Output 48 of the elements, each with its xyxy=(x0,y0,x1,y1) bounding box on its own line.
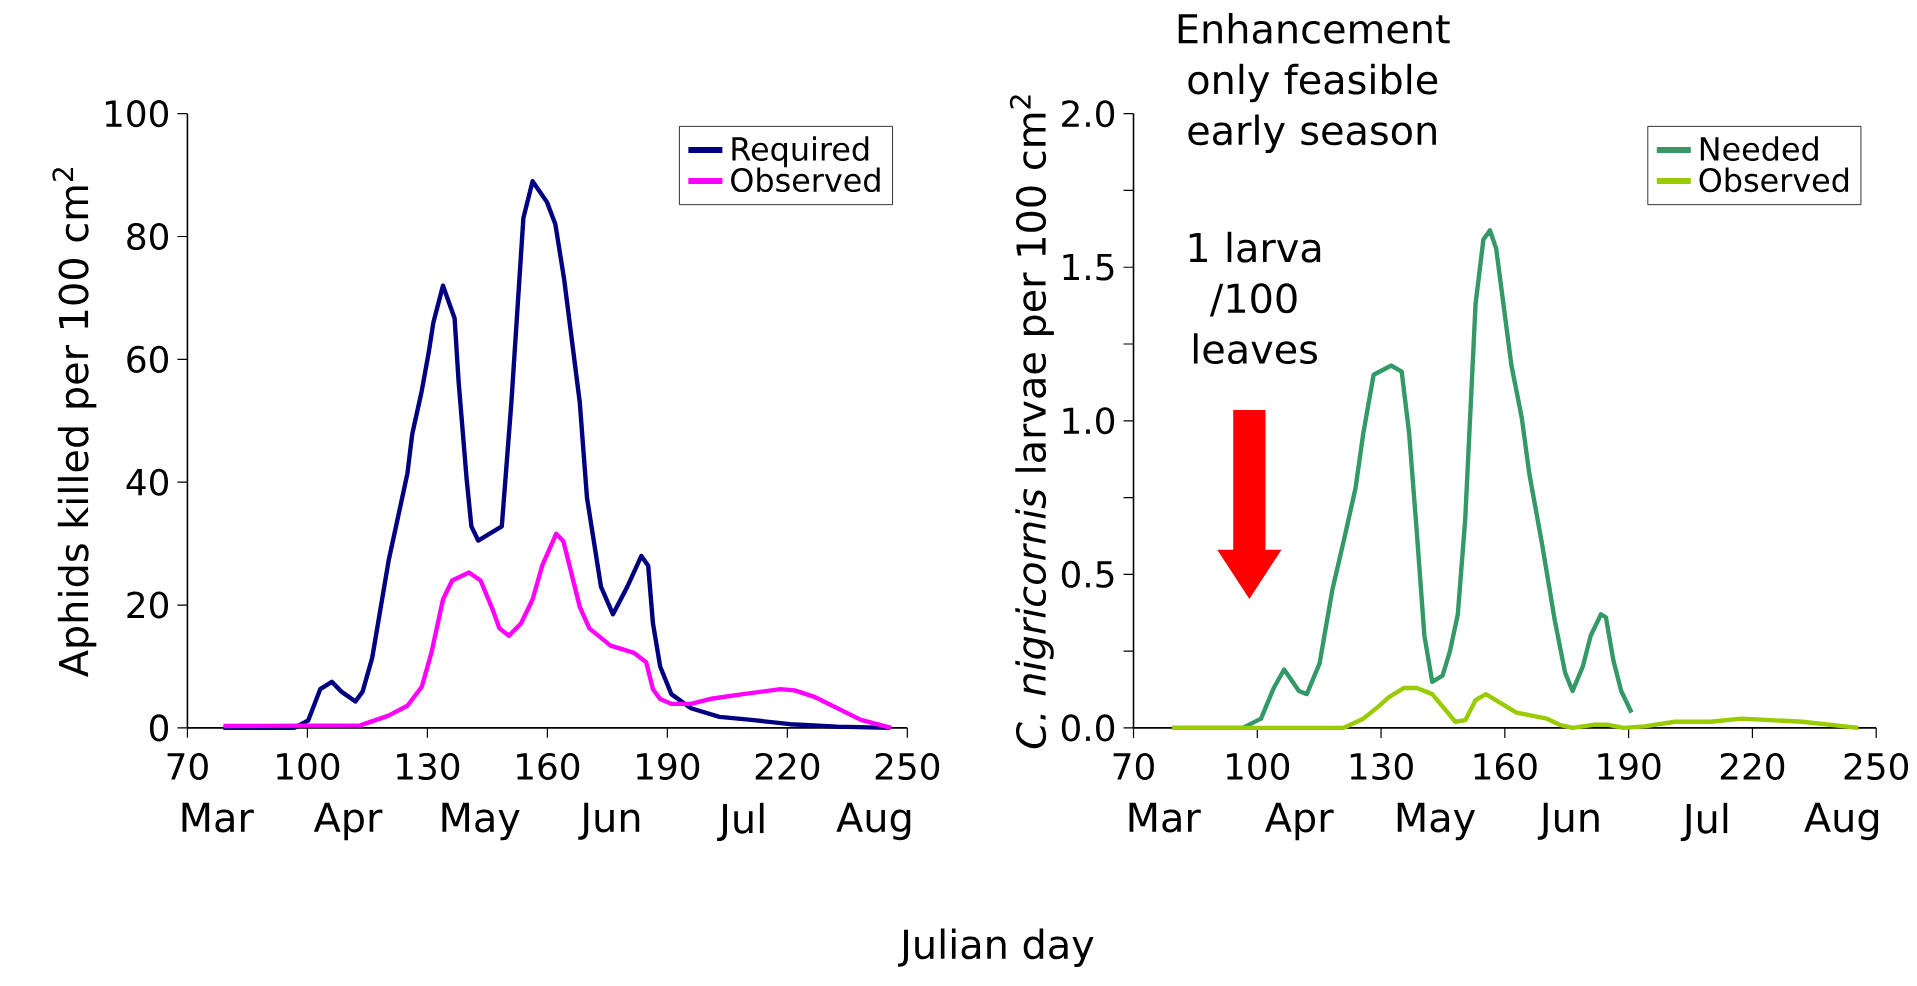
legend-label: Needed xyxy=(1700,136,1818,161)
x-tick-label: 190 xyxy=(1598,752,1661,780)
x-tick-label: 70 xyxy=(1113,752,1154,780)
text: Mar xyxy=(182,802,254,833)
line-series xyxy=(221,531,894,731)
y-tick-label: 1.5 xyxy=(1063,253,1114,281)
x-tick-label: 70 xyxy=(167,752,208,780)
x-tick-label: 160 xyxy=(517,752,580,780)
x-tick-label: 130 xyxy=(397,752,460,780)
x-tick-label: 250 xyxy=(1844,752,1908,780)
y-tick-label: 2.0 xyxy=(1062,100,1115,128)
x-tick-label: 160 xyxy=(1474,752,1537,780)
annotation: Enhancement only feasible early season xyxy=(1178,13,1450,154)
text: Aug xyxy=(1804,802,1879,841)
text: Jun xyxy=(578,802,640,840)
x-tick-label: 220 xyxy=(1720,752,1785,780)
y-tick-label: 20 xyxy=(127,591,169,619)
y-tick-label: 0 xyxy=(149,714,169,742)
x-tick-label: 220 xyxy=(755,752,820,780)
text: Apr xyxy=(313,802,383,841)
line-series xyxy=(1169,685,1861,731)
text: May xyxy=(442,802,520,841)
y-tick-label: 60 xyxy=(127,345,169,373)
text: May xyxy=(1397,802,1476,841)
y-tick-label: 1.0 xyxy=(1063,407,1115,435)
text: Aug xyxy=(836,802,911,841)
y-axis-title: C. nigricornis larvae per 100 cm$^{2}$ xyxy=(1009,95,1054,749)
y-tick-label: 40 xyxy=(126,468,169,496)
x-axis-title: Julian day xyxy=(898,928,1094,967)
y-tick-label: 80 xyxy=(127,222,169,251)
y-axis-title: Aphids killed per 100 cm$^{2}$ xyxy=(52,168,97,677)
y-tick-label: 100 xyxy=(105,100,169,128)
legend-label: Observed xyxy=(1699,167,1849,193)
x-tick-label: 100 xyxy=(277,752,340,780)
y-tick-label: 0.0 xyxy=(1061,714,1115,742)
text: Mar xyxy=(1129,802,1201,833)
legend-label: Required xyxy=(732,136,869,168)
x-tick-label: 130 xyxy=(1350,752,1413,780)
text: Jul xyxy=(1680,802,1728,842)
text: Jul xyxy=(717,802,764,842)
text: Jun xyxy=(1537,802,1599,840)
x-tick-label: 100 xyxy=(1227,752,1290,780)
text: Apr xyxy=(1265,802,1334,841)
annotation: 1 larva /100 leaves xyxy=(1189,231,1321,365)
x-tick-label: 190 xyxy=(637,752,700,780)
legend-label: Observed xyxy=(731,167,880,193)
y-tick-label: 0.5 xyxy=(1061,560,1114,588)
x-tick-label: 250 xyxy=(875,752,940,780)
